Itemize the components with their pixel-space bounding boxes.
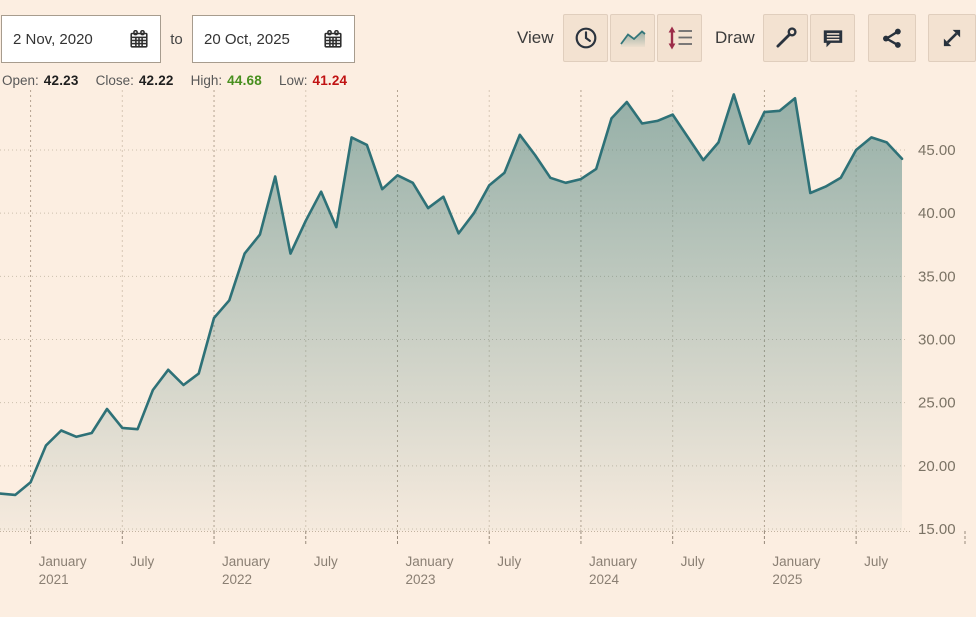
annotation-tool-button[interactable]: [810, 14, 855, 62]
high-value: 44.68: [227, 73, 262, 88]
candlestick-interval-button[interactable]: [563, 14, 608, 62]
svg-text:January: January: [589, 554, 637, 569]
svg-text:January: January: [222, 554, 270, 569]
calendar-icon[interactable]: [322, 28, 344, 50]
svg-text:July: July: [497, 554, 521, 569]
scale-toggle-button[interactable]: [657, 14, 702, 62]
svg-text:July: July: [864, 554, 888, 569]
start-date-input[interactable]: [13, 30, 113, 48]
view-button-group: [563, 14, 702, 62]
clock-icon: [575, 27, 596, 49]
svg-text:January: January: [405, 554, 453, 569]
trend-line-tool-button[interactable]: [763, 14, 808, 62]
svg-text:2025: 2025: [772, 572, 802, 587]
ohlc-readout: Open: 42.23 Close: 42.22 High: 44.68 Low…: [2, 73, 364, 88]
svg-text:2024: 2024: [589, 572, 620, 587]
svg-text:2021: 2021: [39, 572, 69, 587]
svg-text:40.00: 40.00: [918, 205, 956, 222]
low-label: Low:: [278, 73, 308, 88]
svg-text:30.00: 30.00: [918, 331, 956, 348]
open-label: Open:: [2, 73, 39, 88]
open-value: 42.23: [43, 73, 79, 88]
svg-text:July: July: [681, 554, 705, 569]
share-button[interactable]: [868, 14, 916, 62]
scale-icon: [668, 26, 692, 50]
end-date-field[interactable]: [192, 15, 355, 63]
svg-text:January: January: [39, 554, 87, 569]
calendar-icon[interactable]: [128, 28, 150, 50]
annotation-icon: [823, 30, 842, 48]
area-chart-icon: [619, 30, 646, 47]
line-chart-view-button[interactable]: [610, 14, 655, 62]
draw-button-group: [763, 14, 855, 62]
svg-text:25.00: 25.00: [918, 395, 956, 412]
svg-text:July: July: [314, 554, 338, 569]
svg-text:January: January: [772, 554, 820, 569]
svg-text:2022: 2022: [222, 572, 252, 587]
close-label: Close:: [95, 73, 134, 88]
low-value: 41.24: [312, 73, 348, 88]
price-chart[interactable]: January 2021 July January 2022 July January 202…: [0, 88, 976, 617]
svg-text:45.00: 45.00: [918, 142, 956, 159]
high-label: High:: [190, 73, 223, 88]
svg-text:July: July: [130, 554, 154, 569]
expand-icon: [943, 29, 961, 47]
price-area: [0, 94, 902, 532]
close-value: 42.22: [138, 73, 174, 88]
svg-text:20.00: 20.00: [918, 458, 956, 475]
x-axis-ticks: [30, 531, 966, 545]
date-range-separator: to: [170, 30, 183, 48]
view-label: View: [517, 28, 554, 47]
svg-text:15.00: 15.00: [918, 521, 956, 538]
draw-label: Draw: [715, 28, 755, 47]
price-chart-canvas[interactable]: January 2021 July January 2022 July January 202…: [0, 88, 976, 617]
price-line: [0, 93, 904, 497]
svg-text:35.00: 35.00: [918, 268, 956, 285]
y-axis-labels: 15.00 20.00 25.00 30.00 35.00 40.00 45.00: [918, 142, 956, 538]
x-axis-labels: January 2021 July January 2022 July January 202…: [39, 554, 889, 587]
svg-text:2023: 2023: [405, 572, 435, 587]
share-icon: [883, 28, 901, 48]
trend-line-icon: [775, 27, 797, 48]
end-date-input[interactable]: [204, 30, 304, 48]
fullscreen-button[interactable]: [928, 14, 976, 62]
start-date-field[interactable]: [1, 15, 161, 63]
